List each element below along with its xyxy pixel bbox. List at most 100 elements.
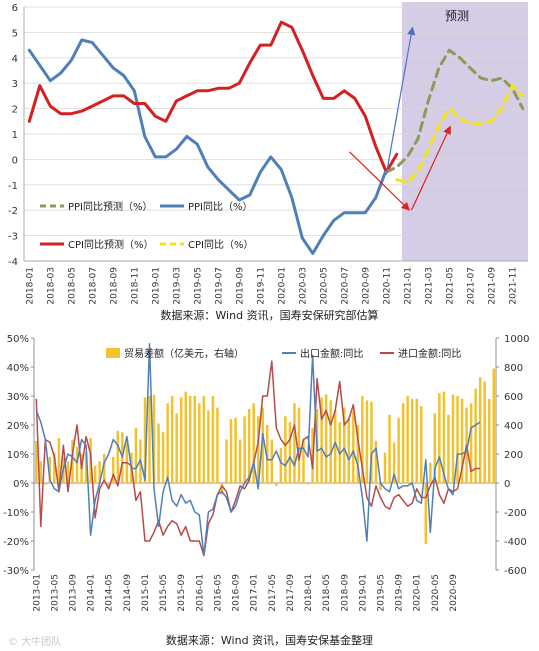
y-tick-label: 2 xyxy=(12,105,18,116)
x-tick-label: 2018-09 xyxy=(109,267,119,305)
trade-balance-bar xyxy=(107,483,110,486)
trade-balance-bar xyxy=(75,446,79,483)
y-tick-label: 1 xyxy=(12,130,18,141)
trade-balance-bar xyxy=(370,401,373,483)
trade-balance-bar xyxy=(410,398,414,483)
ppi-cpi-chart-svg: -4 -3 -2 -1 0 1 2 3 4 5 6 2018-01 2018-03 2018-05 2018… xyxy=(8,2,528,305)
trade-balance-bar xyxy=(343,407,346,483)
trade-balance-bar xyxy=(247,409,251,483)
trade-balance-bar xyxy=(397,417,400,483)
top-chart-source-caption: 数据来源：Wind 资讯，国寿安保研究部估算 xyxy=(160,309,379,322)
x-tick-label: 2021-07 xyxy=(466,267,476,305)
y-tick-label: 4 xyxy=(12,54,18,65)
right-y-tick-label: -400 xyxy=(504,537,527,548)
x-tick-label: 2020-01 xyxy=(413,574,423,612)
left-y-tick-label: -20% xyxy=(3,537,29,548)
x-tick-label: 2018-07 xyxy=(88,267,98,305)
trade-chart-svg: -30% -20% -10% 0% 10% 20% 30% 40% 50% -600 -400 -20… xyxy=(3,334,529,612)
left-y-tick-label: 40% xyxy=(7,363,29,374)
x-tick-label: 2013-09 xyxy=(69,574,79,612)
y-tick-label: 6 xyxy=(12,3,18,14)
y-tick-label: -2 xyxy=(8,206,18,217)
y-tick-label: 5 xyxy=(12,28,18,39)
legend-label: CPI同比（%） xyxy=(188,239,253,251)
x-tick-label: 2017-01 xyxy=(250,574,260,612)
x-tick-label: 2014-05 xyxy=(105,574,115,612)
x-tick-label: 2019-03 xyxy=(172,267,182,305)
trade-balance-bar xyxy=(198,403,201,483)
right-y-tick-label: 600 xyxy=(504,392,523,403)
trade-balance-bar xyxy=(166,403,169,483)
x-tick-label: 2019-09 xyxy=(395,574,405,612)
trade-balance-bar xyxy=(474,388,477,483)
legend-label: PPI同比预测（%） xyxy=(68,200,153,213)
y-tick-label: -1 xyxy=(8,181,18,192)
y-tick-label: 0 xyxy=(12,155,18,166)
x-tick-label: 2018-05 xyxy=(67,267,77,305)
trade-balance-bar xyxy=(175,413,178,483)
trade-balance-bar xyxy=(102,454,106,483)
trade-balance-bar xyxy=(66,461,70,483)
trade-balance-bar xyxy=(207,410,210,483)
trade-balance-bar xyxy=(266,425,269,483)
trade-balance-bar xyxy=(420,406,423,483)
x-tick-label: 2015-09 xyxy=(177,574,187,612)
trade-balance-bar xyxy=(352,410,355,483)
trade-balance-bar xyxy=(157,423,160,483)
left-y-tick-label: 0% xyxy=(13,479,29,490)
x-tick-label: 2020-01 xyxy=(277,267,287,305)
trade-balance-bar xyxy=(324,394,328,483)
trade-balance-bar xyxy=(361,396,364,483)
trade-balance-bar xyxy=(406,396,409,483)
trade-balance-bar xyxy=(256,416,260,483)
x-tick-label: 2016-01 xyxy=(195,574,205,612)
trade-balance-bar xyxy=(293,403,296,483)
trade-balance-bar xyxy=(193,396,197,483)
trade-balance-bar xyxy=(44,483,47,485)
x-tick-label: 2018-03 xyxy=(46,267,56,305)
trade-balance-bar xyxy=(152,394,156,483)
trade-balance-bar xyxy=(134,427,138,483)
x-tick-label: 2020-05 xyxy=(431,574,441,612)
trade-balance-bar xyxy=(433,413,437,483)
trade-balance-bar xyxy=(379,483,382,491)
trade-balance-bar xyxy=(288,422,292,483)
trade-balance-bar xyxy=(451,394,455,483)
legend-label: 出口金额:同比 xyxy=(300,347,363,360)
legend-label: 贸易差额（亿美元，右轴） xyxy=(124,347,244,360)
trade-balance-bar xyxy=(392,442,396,483)
trade-balance-bar xyxy=(279,448,283,483)
x-tick-label: 2019-11 xyxy=(256,267,266,305)
legend-label: CPI同比预测（%） xyxy=(68,238,153,251)
series-line-4 xyxy=(395,84,525,184)
trade-balance-bar xyxy=(189,396,192,483)
x-tick-label: 2021-05 xyxy=(445,267,455,305)
trade-balance-bar xyxy=(469,403,473,483)
x-tick-label: 2016-09 xyxy=(232,574,242,612)
trade-balance-bar xyxy=(225,439,228,483)
trade-balance-bar xyxy=(333,410,337,483)
trade-balance-bar xyxy=(297,407,301,483)
trade-balance-bar xyxy=(53,452,56,483)
trade-balance-bar xyxy=(388,414,391,483)
right-y-tick-label: -200 xyxy=(504,508,527,519)
trade-balance-bar xyxy=(252,403,255,483)
trade-balance-bar xyxy=(35,440,38,483)
trade-balance-bar xyxy=(243,416,246,483)
trade-balance-bar xyxy=(456,396,459,483)
x-tick-label: 2021-03 xyxy=(424,267,434,305)
x-tick-label: 2019-05 xyxy=(377,574,387,612)
trade-balance-bar xyxy=(429,462,432,483)
trade-balance-bar xyxy=(220,483,224,495)
legend-label: PPI同比（%） xyxy=(188,201,253,213)
left-y-tick-label: 20% xyxy=(7,421,29,432)
trade-balance-bar xyxy=(39,461,43,483)
trade-balance-bar xyxy=(383,452,387,483)
left-y-tick-label: 10% xyxy=(7,450,29,461)
trade-balance-bar xyxy=(302,439,305,483)
trade-balance-bar xyxy=(84,452,88,483)
x-tick-label: 2018-09 xyxy=(340,574,350,612)
x-tick-label: 2020-09 xyxy=(449,574,459,612)
x-tick-label: 2018-11 xyxy=(130,267,140,305)
trade-balance-bar xyxy=(261,407,264,483)
